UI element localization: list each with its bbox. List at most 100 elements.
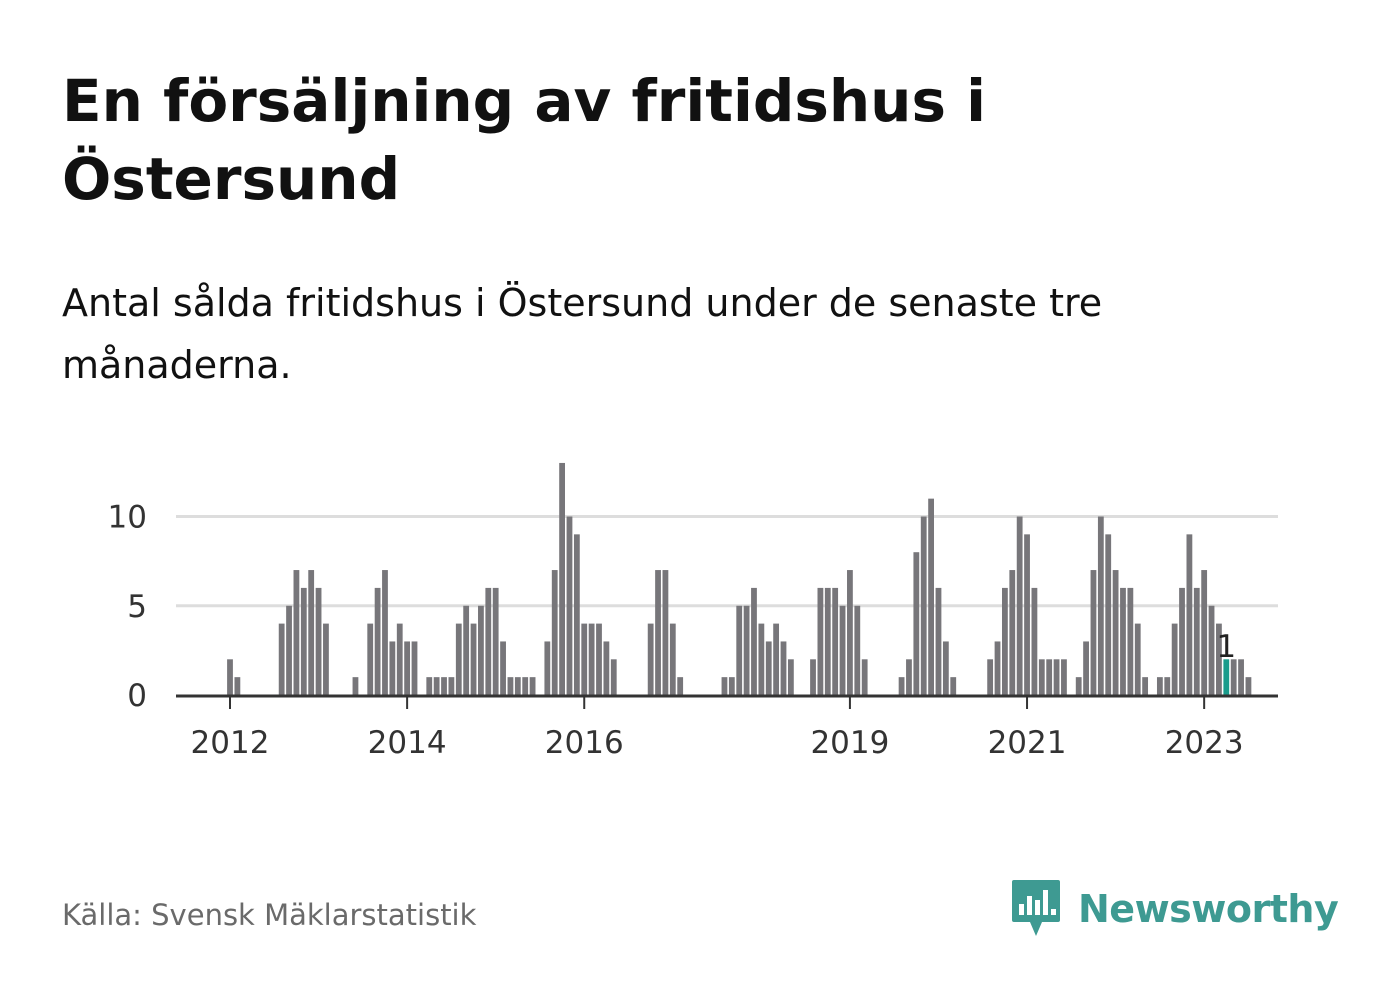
bar bbox=[500, 641, 506, 695]
bar bbox=[817, 587, 824, 695]
bar bbox=[662, 570, 669, 695]
bar bbox=[1208, 605, 1215, 695]
bar bbox=[1061, 659, 1067, 695]
bar bbox=[655, 570, 661, 695]
bar bbox=[441, 677, 447, 695]
bar bbox=[396, 623, 403, 695]
bar bbox=[647, 623, 654, 695]
bar bbox=[315, 587, 322, 695]
bar bbox=[854, 605, 861, 695]
bar bbox=[994, 641, 1001, 695]
bar bbox=[573, 534, 580, 695]
bar bbox=[426, 677, 433, 695]
bar bbox=[596, 623, 602, 695]
bar-chart: 0 5 10 2012 2014 2016 2019 2021 2023 1 bbox=[108, 462, 1278, 761]
bar bbox=[728, 677, 735, 695]
bar bbox=[382, 570, 388, 695]
y-tick-label: 5 bbox=[127, 589, 147, 625]
bar bbox=[1179, 587, 1185, 695]
bar bbox=[323, 623, 329, 695]
bar bbox=[485, 587, 492, 695]
bar bbox=[455, 623, 462, 695]
bar bbox=[227, 659, 233, 695]
bar bbox=[300, 587, 307, 695]
bar bbox=[780, 641, 787, 695]
bar bbox=[942, 641, 949, 695]
bar bbox=[1120, 587, 1126, 695]
bar bbox=[1090, 570, 1097, 695]
bar bbox=[1171, 623, 1178, 695]
bar bbox=[677, 677, 684, 695]
x-tick-label: 2019 bbox=[810, 725, 889, 761]
highlight-data-label: 1 bbox=[1216, 629, 1236, 665]
bar bbox=[839, 605, 846, 695]
x-tick-label: 2012 bbox=[191, 725, 270, 761]
bar bbox=[1024, 534, 1030, 695]
bar bbox=[1016, 516, 1023, 695]
bar bbox=[566, 516, 573, 695]
bar bbox=[987, 659, 994, 695]
bar bbox=[1127, 587, 1134, 695]
bar bbox=[913, 552, 920, 695]
bar bbox=[507, 677, 514, 695]
bar bbox=[1238, 659, 1244, 695]
bar bbox=[433, 677, 440, 695]
bar bbox=[1164, 677, 1171, 695]
bar bbox=[404, 641, 411, 695]
bar bbox=[1002, 587, 1008, 695]
bar bbox=[610, 659, 617, 695]
bar bbox=[514, 677, 521, 695]
bar bbox=[906, 659, 912, 695]
bar bbox=[928, 498, 934, 695]
bar bbox=[293, 570, 300, 695]
bar bbox=[1156, 677, 1163, 695]
bar bbox=[861, 659, 868, 695]
bar bbox=[1031, 587, 1038, 695]
bar bbox=[470, 623, 477, 695]
bar bbox=[1186, 534, 1193, 695]
bar bbox=[935, 587, 942, 695]
x-tick-label: 2014 bbox=[368, 725, 447, 761]
bar bbox=[810, 659, 816, 695]
bar bbox=[492, 587, 499, 695]
bar bbox=[832, 587, 839, 695]
chart-subtitle: Antal sålda fritidshus i Östersund under… bbox=[62, 281, 1103, 387]
brand-logo[interactable]: Newsworthy bbox=[1010, 878, 1339, 940]
bar bbox=[1009, 570, 1016, 695]
bar bbox=[463, 605, 470, 695]
axes bbox=[176, 694, 1278, 709]
bar bbox=[581, 623, 588, 695]
bar bbox=[1134, 623, 1141, 695]
bar bbox=[308, 570, 315, 695]
source-note: Källa: Svensk Mäklarstatistik bbox=[62, 898, 477, 932]
y-tick-label: 0 bbox=[127, 678, 147, 714]
bar bbox=[603, 641, 610, 695]
bar bbox=[1230, 659, 1237, 695]
bar bbox=[588, 623, 595, 695]
bar bbox=[758, 623, 765, 695]
bar bbox=[278, 623, 285, 695]
bar bbox=[1083, 641, 1089, 695]
newsworthy-logo-icon bbox=[1012, 880, 1060, 936]
bar bbox=[669, 623, 676, 695]
bar bbox=[824, 587, 831, 695]
bar bbox=[898, 677, 905, 695]
bar bbox=[1097, 516, 1104, 695]
bar bbox=[1142, 677, 1149, 695]
y-tick-label: 10 bbox=[108, 500, 147, 536]
bar bbox=[544, 641, 551, 695]
bar bbox=[1216, 623, 1222, 695]
bar bbox=[559, 462, 565, 695]
bar bbox=[920, 516, 927, 695]
bar bbox=[847, 570, 853, 695]
bar bbox=[751, 587, 757, 695]
bar bbox=[765, 641, 772, 695]
bar bbox=[1053, 659, 1060, 695]
bar bbox=[234, 677, 241, 695]
bar bbox=[743, 605, 750, 695]
x-tick-label: 2021 bbox=[988, 725, 1067, 761]
bar bbox=[1201, 570, 1208, 695]
bar bbox=[787, 659, 794, 695]
bars bbox=[227, 462, 1252, 695]
bar bbox=[1038, 659, 1045, 695]
